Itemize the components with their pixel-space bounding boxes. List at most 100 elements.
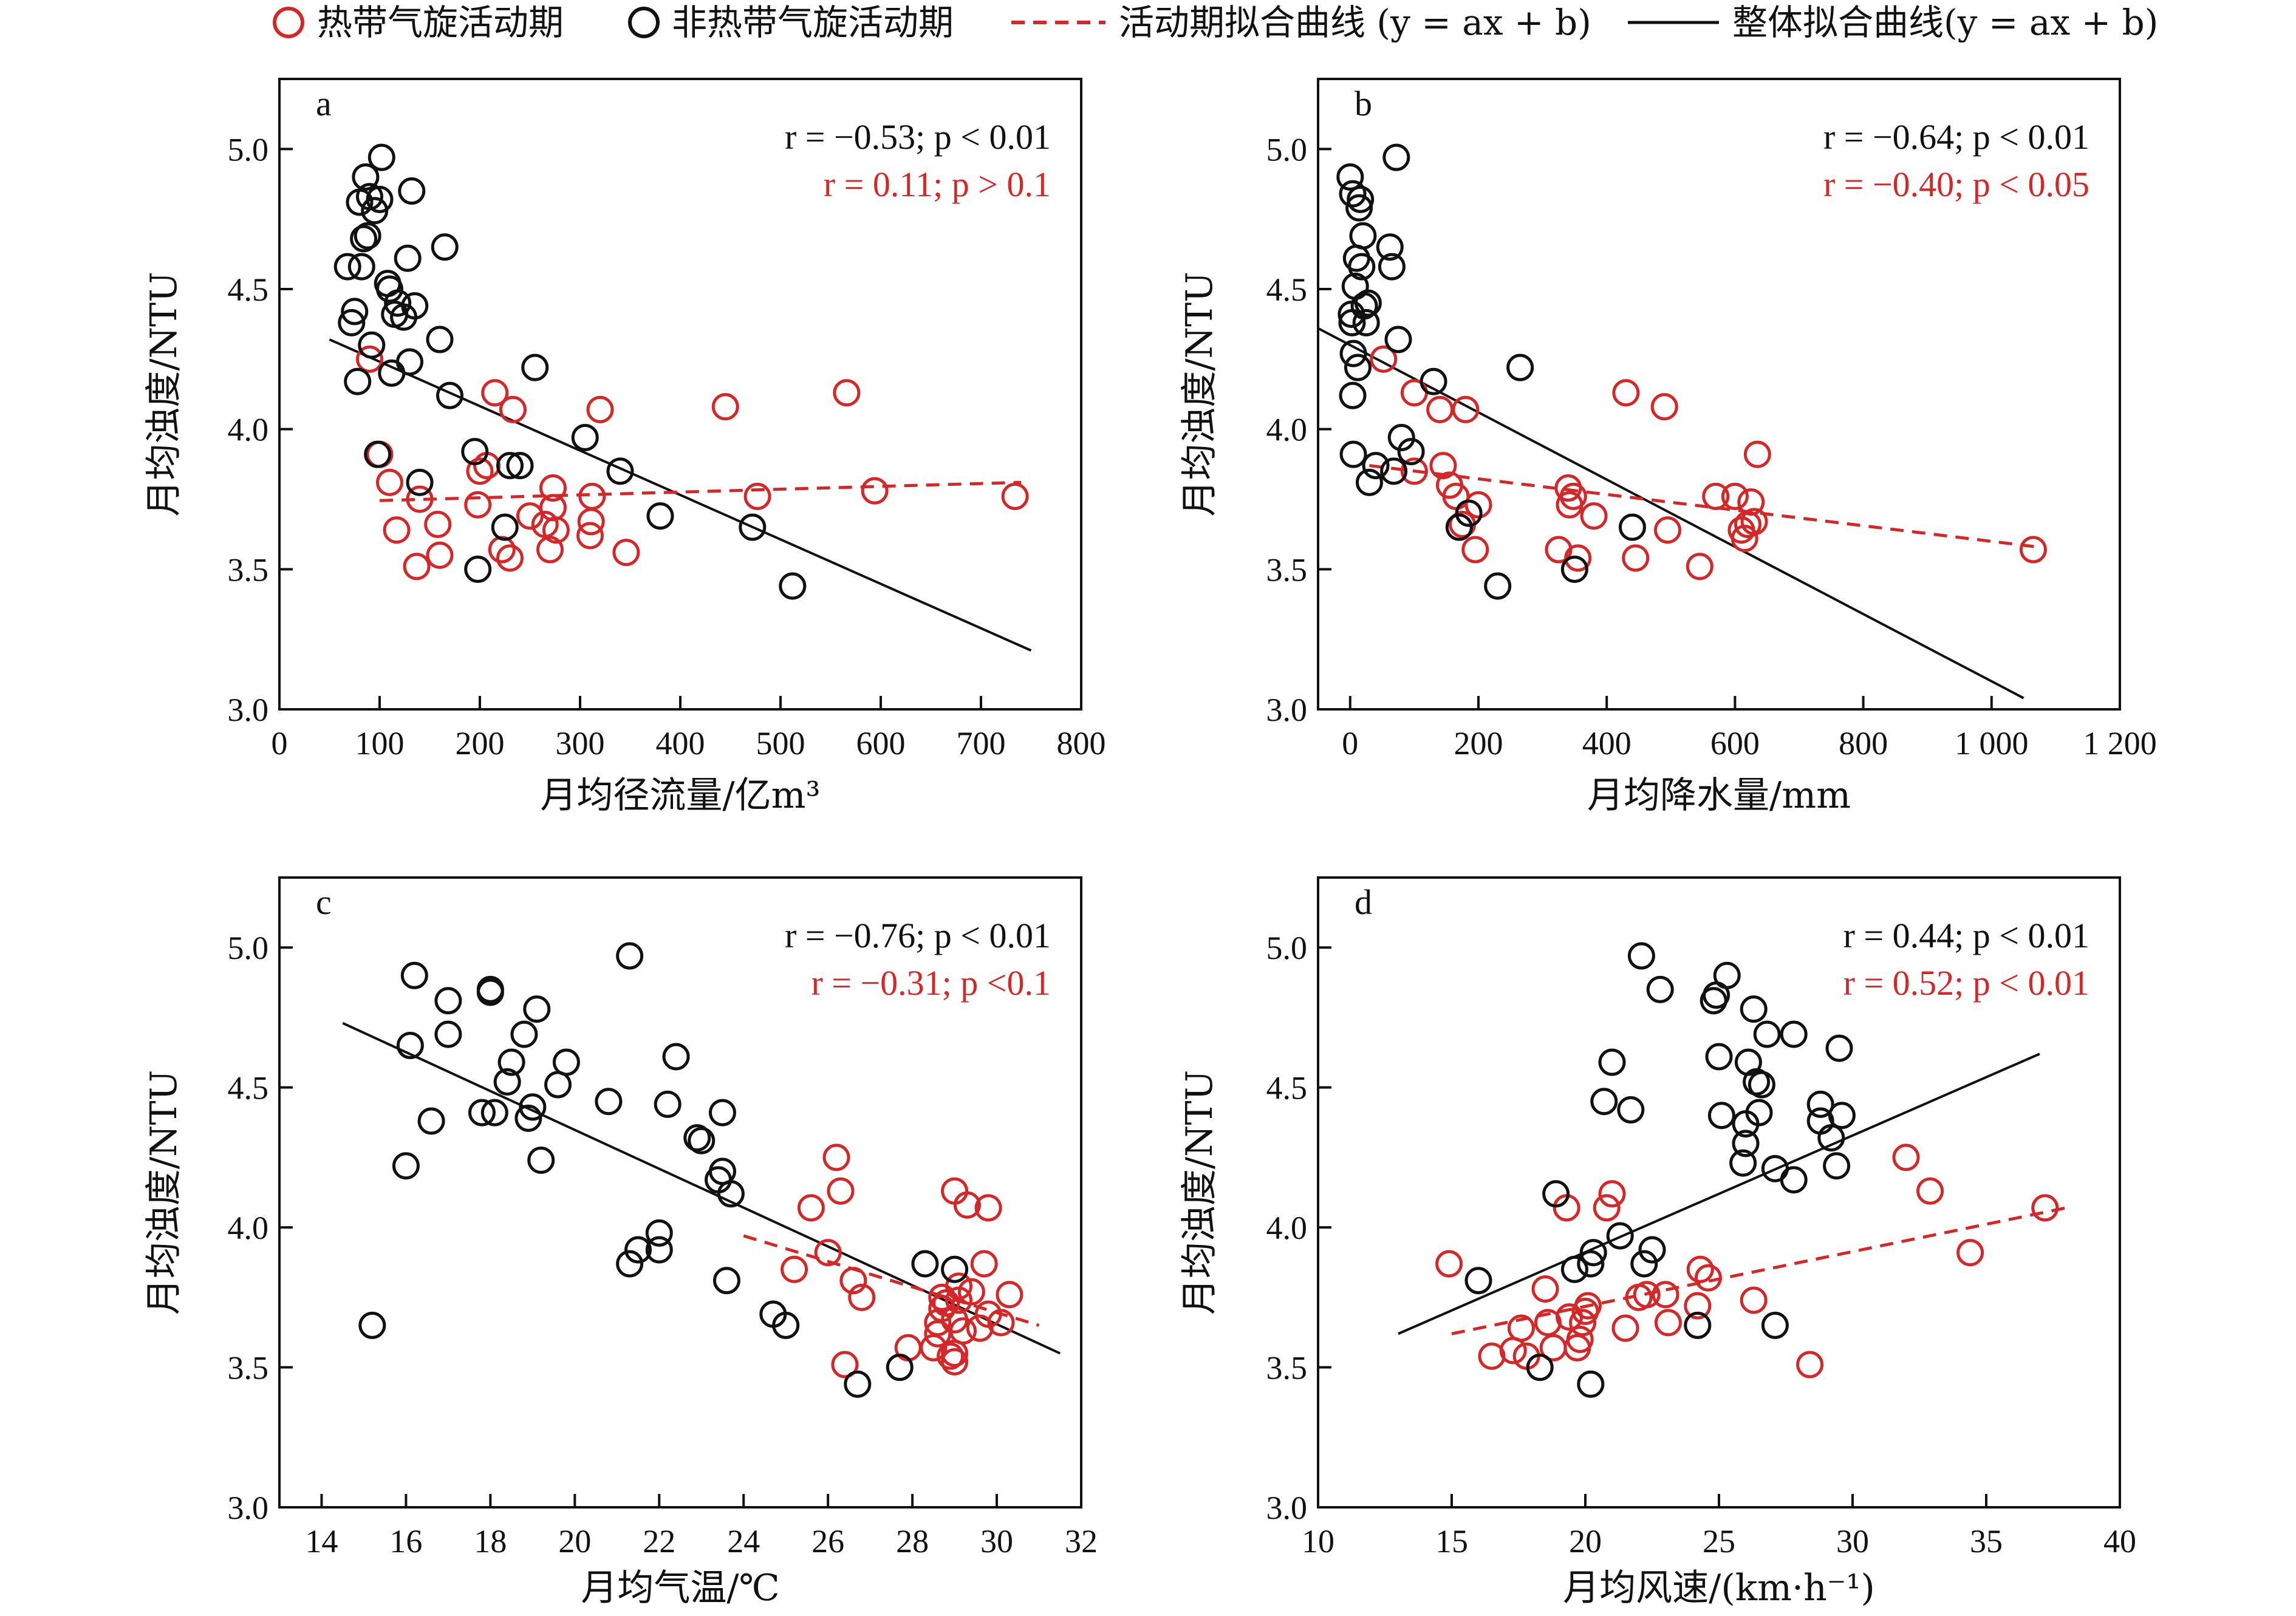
tc-point (1684, 1292, 1712, 1320)
y-tick-label: 5.0 (228, 930, 269, 966)
overall-fit-line (329, 338, 1032, 652)
non-tc-point (1828, 1102, 1856, 1130)
non-tc-point (338, 309, 366, 336)
non-tc-point (350, 225, 378, 253)
non-tc-point (616, 942, 644, 970)
non-tc-point (464, 555, 492, 583)
non-tc-point (708, 1157, 736, 1185)
non-tc-point (1542, 1180, 1570, 1208)
tc-point (1370, 345, 1398, 373)
panel-letter: c (316, 882, 332, 922)
y-axis-label: 月均浊度/NTU (143, 1070, 185, 1315)
x-axis-label: 月均降水量/mm (1587, 774, 1851, 817)
tc-point (1426, 395, 1454, 423)
non-tc-point (616, 1250, 644, 1278)
non-tc-point (1705, 1043, 1733, 1071)
x-tick-label: 30 (980, 1523, 1013, 1560)
x-tick-label: 30 (1836, 1523, 1869, 1560)
tc-point (920, 1334, 948, 1362)
non-tc-point (1780, 1166, 1808, 1194)
non-tc-point (1817, 1124, 1845, 1152)
non-tc-point (354, 222, 381, 250)
non-tc-point (1455, 499, 1483, 527)
stat-active: r = 0.52; p < 0.01 (1843, 963, 2089, 1003)
tc-point (831, 1351, 859, 1379)
non-tc-point (1606, 1222, 1634, 1250)
non-tc-point (571, 424, 599, 452)
non-tc-point (378, 359, 406, 387)
tc-point (1892, 1144, 1920, 1171)
tc-point (516, 502, 544, 530)
tc-point (2019, 536, 2047, 564)
non-tc-point (1506, 353, 1534, 381)
non-tc-point (1345, 194, 1373, 222)
tc-point (464, 491, 492, 519)
non-tc-point (1825, 1034, 1853, 1062)
non-tc-point (1526, 1354, 1554, 1382)
non-tc-point (426, 326, 454, 353)
tc-point (822, 1144, 850, 1171)
tc-point (499, 395, 527, 423)
tc-point (1743, 440, 1771, 468)
y-tick-label: 3.0 (1266, 692, 1308, 728)
legend-tc-label: 热带气旋活动期 (317, 2, 564, 43)
non-tc-point (1352, 309, 1380, 336)
tc-point (941, 1177, 969, 1205)
x-tick-label: 400 (1582, 725, 1631, 762)
tc-point (1612, 379, 1640, 407)
stat-overall: r = 0.44; p < 0.01 (1843, 916, 2089, 955)
y-tick-label: 3.0 (1266, 1490, 1308, 1526)
y-tick-label: 3.0 (228, 692, 269, 728)
y-axis-label: 月均浊度/NTU (1178, 271, 1221, 516)
legend-non-tc-label: 非热带气旋活动期 (672, 2, 954, 43)
non-tc-point (406, 468, 434, 496)
non-tc-point (1339, 381, 1367, 409)
non-tc-point (779, 572, 807, 600)
tc-point (376, 468, 403, 496)
tc-point (966, 1314, 994, 1342)
non-tc-point (417, 1107, 445, 1135)
non-tc-point (493, 1068, 521, 1096)
non-tc-point (352, 163, 380, 191)
tc-point (941, 1348, 969, 1376)
non-tc-point (1823, 1152, 1851, 1180)
overall-fit-line (1317, 327, 2024, 700)
y-tick-label: 3.5 (228, 551, 269, 588)
tc-point (481, 379, 509, 407)
non-tc-point (688, 1127, 716, 1154)
y-tick-label: 4.0 (1266, 412, 1308, 448)
tc-point (1654, 516, 1682, 544)
overall-fit-line (1398, 1052, 2040, 1335)
non-tc-point (1618, 513, 1646, 541)
stat-overall: r = −0.64; p < 0.01 (1823, 117, 2089, 157)
tc-point (1559, 482, 1587, 510)
non-tc-point (739, 513, 767, 541)
non-tc-point (376, 275, 403, 303)
non-tc-point (772, 1311, 800, 1339)
stat-active: r = −0.40; p < 0.05 (1823, 165, 2089, 204)
tc-point (974, 1194, 1002, 1222)
tc-point (1564, 544, 1592, 572)
non-tc-point (1420, 367, 1447, 395)
x-axis-label: 月均气温/℃ (581, 1567, 779, 1609)
non-tc-point (396, 1032, 424, 1060)
non-tc-point (468, 1099, 496, 1127)
x-tick-label: 35 (1970, 1523, 2003, 1560)
non-tc-point (1445, 513, 1473, 541)
y-axis-label: 月均浊度/NTU (143, 271, 185, 516)
tc-point (586, 395, 614, 423)
x-tick-label: 400 (656, 725, 705, 762)
non-tc-point (394, 244, 422, 272)
non-tc-point (662, 1043, 690, 1071)
x-tick-label: 100 (355, 725, 405, 762)
x-tick-label: 10 (1302, 1523, 1334, 1560)
non-tc-point (1378, 253, 1406, 281)
non-tc-point (1464, 1267, 1492, 1295)
non-tc-point (1336, 163, 1364, 191)
y-tick-label: 3.5 (1266, 551, 1308, 588)
non-tc-point (1745, 1099, 1773, 1127)
tc-point (1400, 457, 1428, 485)
tc-point (1686, 1255, 1714, 1283)
non-tc-point (364, 440, 392, 468)
tc-point (1429, 452, 1457, 480)
